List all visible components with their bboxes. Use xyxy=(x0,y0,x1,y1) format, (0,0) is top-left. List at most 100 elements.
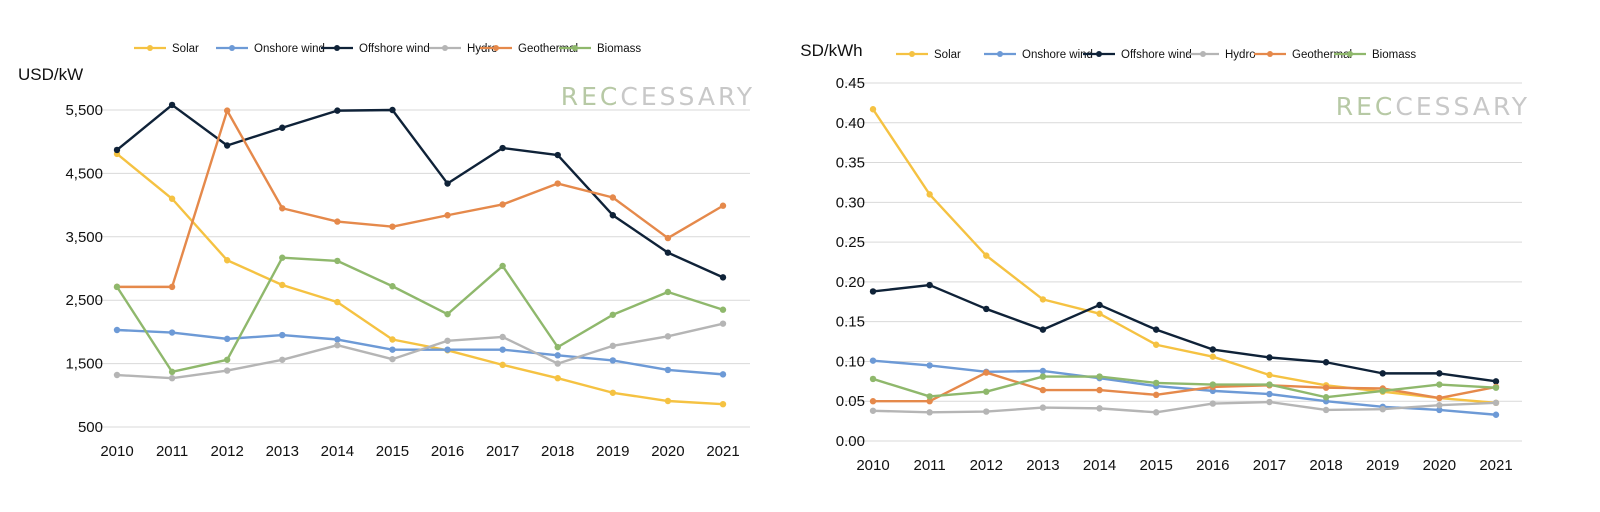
legend-label: Hydro xyxy=(1225,49,1256,61)
data-point xyxy=(334,342,341,349)
data-point xyxy=(444,212,451,219)
data-point xyxy=(1436,370,1443,377)
series-line-hydro xyxy=(872,400,1497,414)
x-tick-label: 2012 xyxy=(210,443,243,460)
legend-marker xyxy=(997,51,1003,57)
data-point xyxy=(1152,379,1160,387)
y-tick-label: 0.00 xyxy=(836,433,865,450)
series-line-geothermal xyxy=(873,371,1497,403)
data-point xyxy=(1039,373,1047,380)
data-point xyxy=(279,356,286,363)
data-point xyxy=(499,361,506,369)
y-tick-label: 0.35 xyxy=(836,155,865,172)
data-point xyxy=(1492,411,1500,418)
data-point xyxy=(1152,341,1160,348)
data-point xyxy=(1266,354,1273,361)
x-tick-label: 2018 xyxy=(1309,457,1342,474)
x-tick-label: 2015 xyxy=(376,443,409,460)
data-point xyxy=(499,262,506,270)
x-tick-label: 2016 xyxy=(431,443,464,460)
legend-item: Onshore wind xyxy=(216,43,325,55)
data-point xyxy=(554,343,561,351)
x-tick-label: 2014 xyxy=(1083,457,1116,474)
x-tick-label: 2020 xyxy=(1423,457,1456,474)
data-point xyxy=(334,336,341,343)
y-tick-label: 1,500 xyxy=(65,356,103,373)
x-tick-label: 2021 xyxy=(1479,457,1512,474)
data-point xyxy=(1039,386,1047,394)
y-tick-label: 2,500 xyxy=(65,292,103,309)
legend-label: Onshore wind xyxy=(254,43,325,55)
data-point xyxy=(1096,405,1103,412)
data-point xyxy=(279,124,286,131)
data-point xyxy=(223,367,231,374)
data-point xyxy=(983,305,990,313)
y-tick-label: 0.15 xyxy=(836,314,865,331)
legend-label: Onshore wind xyxy=(1022,49,1093,61)
data-point xyxy=(279,331,286,339)
data-point xyxy=(389,283,396,290)
x-tick-label: 2011 xyxy=(914,457,946,474)
data-point xyxy=(869,398,877,405)
legend-label: Offshore wind xyxy=(1121,49,1192,61)
data-point xyxy=(983,252,990,259)
data-point xyxy=(1039,404,1047,411)
legend-label: Biomass xyxy=(1372,49,1416,61)
legend-label: Geothermal xyxy=(518,43,578,55)
legend-marker xyxy=(442,45,448,51)
data-point xyxy=(1152,326,1160,333)
data-point xyxy=(983,369,990,376)
data-point xyxy=(1322,406,1330,414)
data-point xyxy=(1322,394,1330,401)
data-point xyxy=(389,346,396,353)
data-point xyxy=(113,146,121,154)
series-line-hydro xyxy=(116,322,724,380)
x-tick-label: 2020 xyxy=(651,443,684,460)
capex-line-chart: 500 1,500 2,500 3,500 4,500 5,500 2010 2011 2012… xyxy=(18,43,755,460)
watermark: RECCESSARY xyxy=(561,82,755,111)
data-point xyxy=(389,355,396,363)
data-point xyxy=(223,107,231,114)
data-point xyxy=(1379,387,1386,395)
data-point xyxy=(389,223,396,230)
data-point xyxy=(609,357,617,364)
x-tick-label: 2019 xyxy=(596,443,629,460)
x-tick-label: 2015 xyxy=(1139,457,1172,474)
legend-marker xyxy=(1347,51,1353,57)
data-point xyxy=(554,352,561,359)
data-point xyxy=(609,194,617,201)
data-point xyxy=(334,218,341,225)
data-point xyxy=(1322,384,1330,391)
data-point xyxy=(1492,399,1500,407)
legend-item: Solar xyxy=(896,49,961,61)
data-point xyxy=(168,101,176,109)
data-point xyxy=(869,407,877,414)
data-point xyxy=(1492,384,1500,391)
data-point xyxy=(168,283,176,291)
data-point xyxy=(1209,400,1217,407)
y-tick-label: 0.25 xyxy=(836,234,865,251)
data-point xyxy=(334,257,341,265)
legend-marker xyxy=(493,45,499,51)
data-point xyxy=(1039,367,1047,375)
data-point xyxy=(113,283,121,291)
data-point xyxy=(1436,381,1443,388)
data-point xyxy=(279,205,286,212)
data-point xyxy=(499,333,506,341)
legend-item: Onshore wind xyxy=(984,49,1093,61)
y-tick-label: 4,500 xyxy=(65,165,103,182)
x-tick-label: 2013 xyxy=(1026,457,1059,474)
x-tick-label: 2017 xyxy=(1253,457,1286,474)
data-point xyxy=(1209,381,1217,388)
data-point xyxy=(1209,353,1217,360)
data-point xyxy=(1266,390,1273,398)
data-point xyxy=(113,371,121,379)
data-point xyxy=(554,360,561,367)
data-point xyxy=(1096,373,1103,380)
data-point xyxy=(113,326,121,334)
y-tick-label: 0.10 xyxy=(836,353,865,370)
y-tick-label: 0.20 xyxy=(836,274,865,291)
data-point xyxy=(1152,409,1160,416)
data-point xyxy=(1436,406,1443,414)
data-point xyxy=(444,337,451,344)
